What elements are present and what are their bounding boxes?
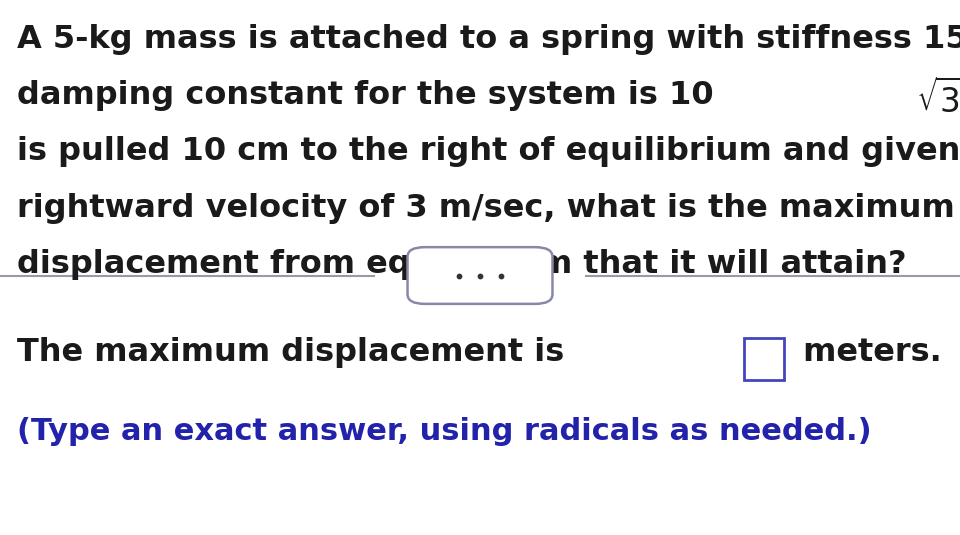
Text: meters.: meters. xyxy=(792,337,941,368)
Text: (Type an exact answer, using radicals as needed.): (Type an exact answer, using radicals as… xyxy=(17,417,872,446)
FancyBboxPatch shape xyxy=(407,247,553,304)
Text: rightward velocity of 3 m/sec, what is the maximum: rightward velocity of 3 m/sec, what is t… xyxy=(17,193,955,224)
Text: is pulled 10 cm to the right of equilibrium and given an initial: is pulled 10 cm to the right of equilibr… xyxy=(17,136,960,167)
Text: displacement from equilibrium that it will attain?: displacement from equilibrium that it wi… xyxy=(17,249,907,280)
Text: A 5-kg mass is attached to a spring with stiffness 15 N/m. The: A 5-kg mass is attached to a spring with… xyxy=(17,24,960,55)
Text: The maximum displacement is: The maximum displacement is xyxy=(17,337,576,368)
Text: $\sqrt{3}$: $\sqrt{3}$ xyxy=(916,80,960,120)
Text: damping constant for the system is 10: damping constant for the system is 10 xyxy=(17,80,714,111)
FancyBboxPatch shape xyxy=(744,338,784,380)
